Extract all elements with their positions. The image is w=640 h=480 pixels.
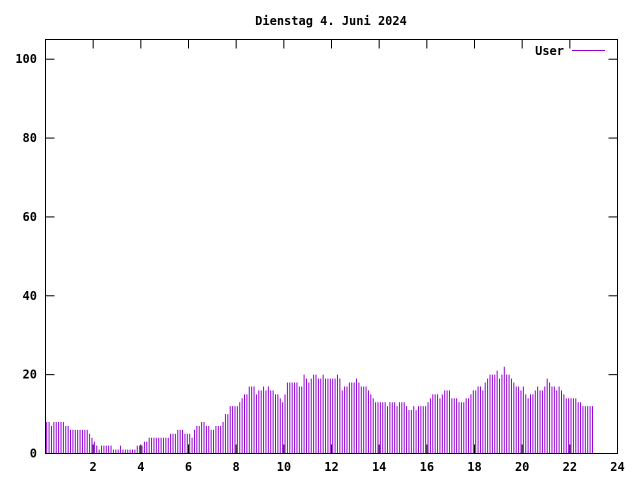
x-tick-label: 14 — [372, 460, 386, 474]
x-tick-label: 2 — [90, 460, 97, 474]
y-tick-label: 40 — [23, 289, 37, 303]
y-tick-label: 60 — [23, 210, 37, 224]
y-tick-label: 100 — [15, 52, 37, 66]
y-tick-label: 80 — [23, 131, 37, 145]
chart-title: Dienstag 4. Juni 2024 — [255, 14, 407, 28]
plot-border — [45, 39, 618, 454]
x-tick-label: 22 — [563, 460, 577, 474]
x-tick-label: 20 — [515, 460, 529, 474]
x-tick-label: 6 — [185, 460, 192, 474]
y-tick-label: 20 — [23, 368, 37, 382]
x-tick-label: 4 — [137, 460, 144, 474]
legend: User — [535, 44, 605, 58]
x-tick-label: 24 — [610, 460, 624, 474]
data-bars — [46, 366, 593, 454]
x-tick-label: 18 — [467, 460, 481, 474]
x-tick-label: 10 — [277, 460, 291, 474]
x-tick-label: 16 — [420, 460, 434, 474]
axis-ticks — [45, 39, 618, 454]
y-tick-label: 0 — [30, 447, 37, 461]
legend-label-user: User — [535, 44, 564, 58]
x-tick-label: 12 — [324, 460, 338, 474]
x-tick-label: 8 — [233, 460, 240, 474]
